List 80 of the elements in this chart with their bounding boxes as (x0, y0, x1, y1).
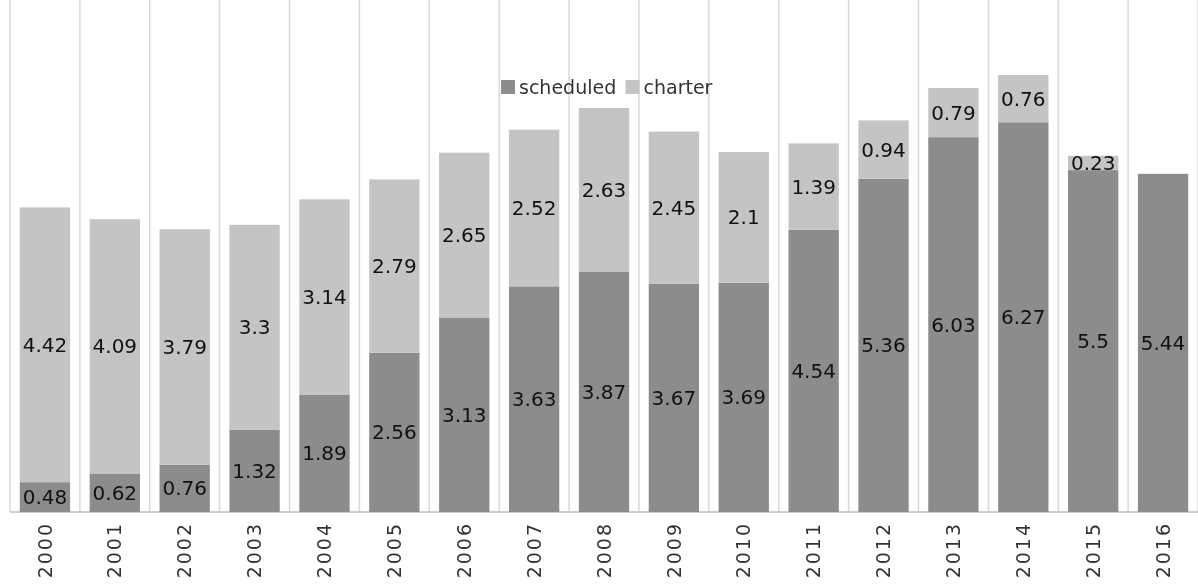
legend-label: scheduled (519, 75, 617, 98)
x-tick-label: 2001 (103, 522, 126, 579)
data-label: 1.32 (232, 458, 277, 483)
data-label: 2.52 (511, 196, 557, 221)
data-label: 2.56 (372, 420, 417, 445)
x-tick-label: 2013 (942, 522, 965, 579)
data-label: 1.89 (302, 441, 347, 466)
bar (19, 207, 71, 483)
bar (998, 122, 1049, 512)
bar (788, 143, 839, 230)
data-label: 0.76 (162, 476, 207, 501)
x-tick-label: 2016 (1151, 522, 1174, 579)
x-tick-label: 2007 (522, 522, 545, 579)
data-label: 4.42 (22, 332, 68, 357)
data-label: 0.23 (1070, 150, 1116, 175)
data-label: 6.03 (931, 312, 976, 337)
data-label: 0.79 (931, 100, 976, 125)
x-tick-label: 2012 (872, 522, 895, 579)
x-tick-label: 2002 (173, 522, 196, 579)
bar (858, 178, 909, 512)
x-tick-label: 2015 (1081, 522, 1104, 579)
bar (508, 286, 560, 512)
bar (928, 137, 979, 512)
bar (508, 129, 560, 287)
bar (439, 152, 490, 318)
data-label: 0.94 (861, 137, 906, 162)
bar (578, 107, 630, 272)
bar (229, 429, 280, 512)
x-tick-label: 2008 (592, 522, 615, 579)
data-label: 6.27 (1001, 305, 1046, 330)
x-tick-label: 2009 (662, 522, 685, 579)
x-tick-label: 2000 (33, 522, 56, 579)
data-label: 2.1 (727, 205, 760, 230)
data-label: 2.63 (581, 177, 627, 202)
bar (718, 282, 769, 512)
data-label: 4.09 (92, 334, 138, 359)
x-tick-label: 2003 (243, 522, 266, 579)
bar (928, 88, 979, 138)
data-label: 3.87 (581, 379, 627, 404)
data-label: 3.14 (302, 284, 347, 309)
x-tick-label: 2010 (732, 522, 755, 579)
x-tick-label: 2004 (313, 522, 336, 579)
bar (229, 224, 280, 430)
data-label: 5.5 (1077, 329, 1110, 354)
bar (89, 219, 140, 474)
bar (299, 199, 350, 395)
data-label: 3.63 (511, 387, 557, 412)
bar (788, 229, 839, 512)
data-label: 2.45 (651, 195, 697, 220)
bar (718, 152, 769, 283)
bar (648, 131, 700, 284)
data-label: 5.44 (1140, 330, 1186, 355)
data-label: 3.69 (721, 385, 767, 410)
data-label: 2.65 (441, 223, 487, 248)
x-tick-label: 2011 (802, 522, 825, 579)
x-tick-label: 2014 (1011, 522, 1034, 579)
x-tick-label: 2006 (452, 522, 475, 579)
data-label: 1.39 (791, 174, 836, 199)
data-label: 0.62 (92, 480, 138, 505)
data-label: 3.13 (441, 402, 487, 427)
bar (578, 271, 630, 512)
bar (858, 120, 909, 179)
bar (439, 317, 490, 512)
bar (1068, 170, 1119, 512)
x-tick-label: 2005 (383, 522, 405, 579)
bar (159, 229, 210, 465)
bar (369, 179, 420, 353)
data-label: 3.79 (162, 334, 207, 359)
data-label: 3.67 (651, 385, 697, 410)
data-label: 4.54 (791, 358, 836, 383)
data-label: 2.79 (372, 254, 417, 279)
data-label: 5.36 (861, 333, 906, 358)
data-label: 3.3 (238, 315, 271, 340)
bar (299, 394, 350, 512)
data-label: 0.76 (1001, 86, 1046, 111)
data-label: 0.48 (22, 485, 68, 510)
bar (369, 352, 420, 512)
bar (648, 283, 700, 512)
legend-label: charter (643, 75, 713, 98)
bar (1137, 173, 1189, 512)
